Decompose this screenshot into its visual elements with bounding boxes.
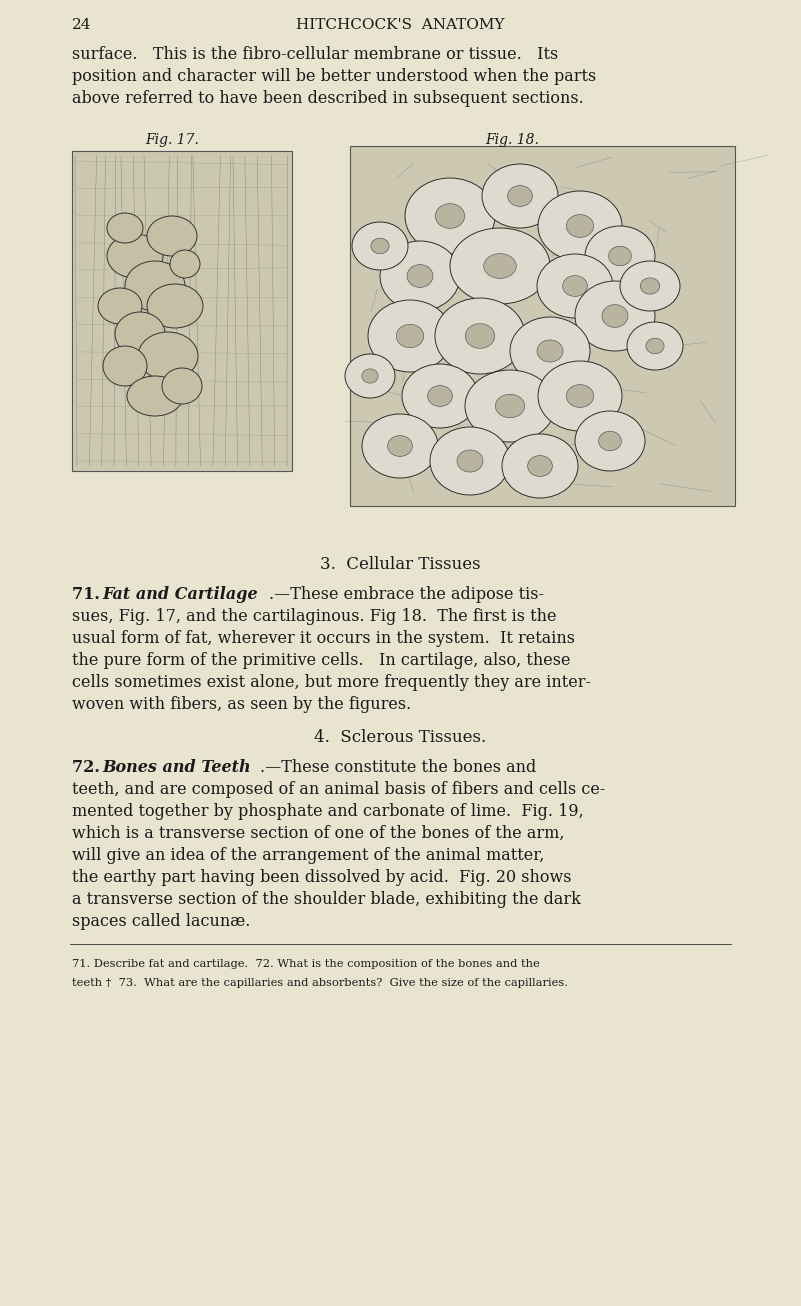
Ellipse shape <box>627 323 683 370</box>
Ellipse shape <box>457 451 483 471</box>
Ellipse shape <box>147 215 197 256</box>
Ellipse shape <box>609 247 631 265</box>
Ellipse shape <box>352 222 408 270</box>
Text: a transverse section of the shoulder blade, exhibiting the dark: a transverse section of the shoulder bla… <box>72 891 581 908</box>
Text: 71. Describe fat and cartilage.  72. What is the composition of the bones and th: 71. Describe fat and cartilage. 72. What… <box>72 959 540 969</box>
Ellipse shape <box>428 385 453 406</box>
Text: Fat and Cartilage: Fat and Cartilage <box>102 586 258 603</box>
Text: the pure form of the primitive cells.   In cartilage, also, these: the pure form of the primitive cells. In… <box>72 652 570 669</box>
Text: Bones and Teeth: Bones and Teeth <box>102 759 251 776</box>
Text: which is a transverse section of one of the bones of the arm,: which is a transverse section of one of … <box>72 825 565 842</box>
Text: spaces called lacunæ.: spaces called lacunæ. <box>72 913 251 930</box>
Text: .—These constitute the bones and: .—These constitute the bones and <box>260 759 536 776</box>
Ellipse shape <box>602 304 628 328</box>
Ellipse shape <box>162 368 202 404</box>
Ellipse shape <box>436 204 465 229</box>
Ellipse shape <box>598 431 622 451</box>
Ellipse shape <box>495 394 525 418</box>
Text: will give an idea of the arrangement of the animal matter,: will give an idea of the arrangement of … <box>72 848 545 865</box>
Ellipse shape <box>107 234 163 278</box>
Ellipse shape <box>508 185 533 206</box>
Text: usual form of fat, wherever it occurs in the system.  It retains: usual form of fat, wherever it occurs in… <box>72 629 575 646</box>
Ellipse shape <box>402 364 478 428</box>
Ellipse shape <box>371 238 389 253</box>
Bar <box>72 151 292 471</box>
Text: sues, Fig. 17, and the cartilaginous. Fig 18.  The first is the: sues, Fig. 17, and the cartilaginous. Fi… <box>72 609 557 626</box>
Text: mented together by phosphate and carbonate of lime.  Fig. 19,: mented together by phosphate and carbona… <box>72 803 584 820</box>
Ellipse shape <box>107 213 143 243</box>
Text: 71.: 71. <box>72 586 111 603</box>
Ellipse shape <box>502 434 578 498</box>
Text: HITCHCOCK'S  ANATOMY: HITCHCOCK'S ANATOMY <box>296 18 505 33</box>
Ellipse shape <box>484 253 517 278</box>
Bar <box>350 146 735 505</box>
Ellipse shape <box>640 278 660 294</box>
Ellipse shape <box>646 338 664 354</box>
Ellipse shape <box>98 289 142 324</box>
Ellipse shape <box>620 261 680 311</box>
Text: 4.  Sclerous Tissues.: 4. Sclerous Tissues. <box>314 729 486 746</box>
Text: teeth †  73.  What are the capillaries and absorbents?  Give the size of the cap: teeth † 73. What are the capillaries and… <box>72 978 568 989</box>
Text: 24: 24 <box>72 18 91 33</box>
Ellipse shape <box>566 385 594 407</box>
Ellipse shape <box>566 214 594 238</box>
Ellipse shape <box>537 253 613 317</box>
Ellipse shape <box>388 436 413 456</box>
Text: Fig. 18.: Fig. 18. <box>485 133 539 148</box>
Ellipse shape <box>380 242 460 311</box>
Text: woven with fibers, as seen by the figures.: woven with fibers, as seen by the figure… <box>72 696 411 713</box>
Text: cells sometimes exist alone, but more frequently they are inter-: cells sometimes exist alone, but more fr… <box>72 674 591 691</box>
Ellipse shape <box>127 376 183 417</box>
Ellipse shape <box>538 191 622 261</box>
Ellipse shape <box>407 265 433 287</box>
Ellipse shape <box>362 414 438 478</box>
Text: Fig. 17.: Fig. 17. <box>145 133 199 148</box>
Ellipse shape <box>103 346 147 387</box>
Ellipse shape <box>125 261 185 311</box>
Ellipse shape <box>396 324 424 347</box>
Ellipse shape <box>362 368 378 383</box>
Ellipse shape <box>465 324 495 349</box>
Ellipse shape <box>482 165 558 229</box>
Text: .—These embrace the adipose tis-: .—These embrace the adipose tis- <box>269 586 544 603</box>
Ellipse shape <box>170 249 200 278</box>
Ellipse shape <box>528 456 553 477</box>
Ellipse shape <box>538 360 622 431</box>
Ellipse shape <box>147 283 203 328</box>
Ellipse shape <box>537 340 563 362</box>
Ellipse shape <box>450 229 550 304</box>
Ellipse shape <box>115 312 165 357</box>
Text: surface.   This is the fibro-cellular membrane or tissue.   Its: surface. This is the fibro-cellular memb… <box>72 46 558 63</box>
Ellipse shape <box>575 281 655 351</box>
Ellipse shape <box>510 317 590 385</box>
Ellipse shape <box>430 427 510 495</box>
Text: 3.  Cellular Tissues: 3. Cellular Tissues <box>320 556 481 573</box>
Ellipse shape <box>585 226 655 286</box>
Ellipse shape <box>465 370 555 441</box>
Ellipse shape <box>562 276 587 296</box>
Ellipse shape <box>435 298 525 374</box>
Ellipse shape <box>345 354 395 398</box>
Text: 72.: 72. <box>72 759 111 776</box>
Text: the earthy part having been dissolved by acid.  Fig. 20 shows: the earthy part having been dissolved by… <box>72 868 571 885</box>
Ellipse shape <box>368 300 452 372</box>
Text: teeth, and are composed of an animal basis of fibers and cells ce-: teeth, and are composed of an animal bas… <box>72 781 606 798</box>
Ellipse shape <box>575 411 645 471</box>
Ellipse shape <box>405 178 495 253</box>
Text: above referred to have been described in subsequent sections.: above referred to have been described in… <box>72 90 584 107</box>
Text: position and character will be better understood when the parts: position and character will be better un… <box>72 68 596 85</box>
Ellipse shape <box>138 332 198 380</box>
